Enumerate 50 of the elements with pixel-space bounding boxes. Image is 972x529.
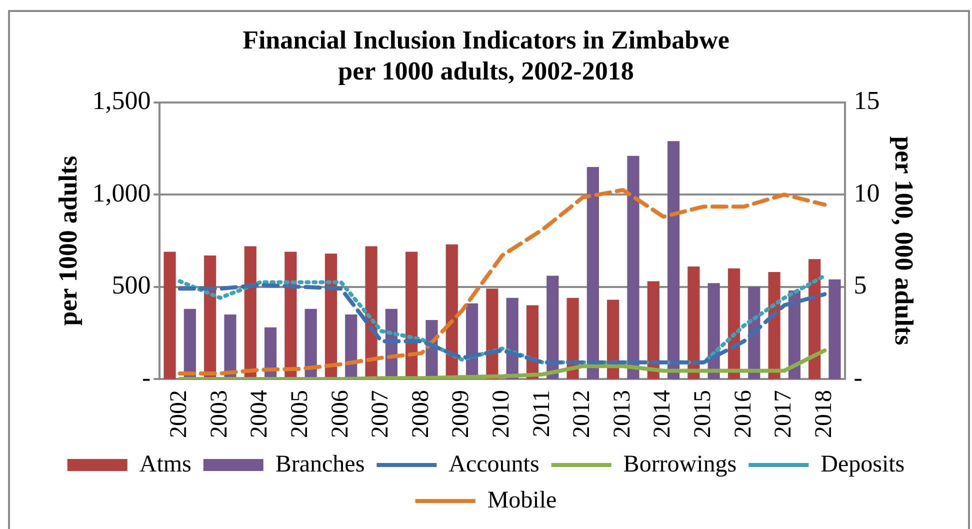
- bar: [304, 308, 317, 379]
- legend-label: Borrowings: [623, 451, 737, 478]
- y2-axis-title: per 100, 000 adults: [890, 136, 919, 346]
- x-tick-label: 2004: [246, 390, 273, 438]
- y2-tick-label: 5: [854, 270, 867, 300]
- y-tick-label: 1,000: [92, 178, 151, 208]
- x-tick-label: 2005: [287, 390, 314, 438]
- chart-title: Financial Inclusion Indicators in Zimbabwe per 1000 adults, 2002-2018: [242, 25, 730, 86]
- y2-tick-label: -: [854, 362, 862, 392]
- bar: [607, 300, 620, 379]
- legend-label: Mobile: [487, 487, 557, 514]
- x-tick-label: 2002: [166, 390, 192, 438]
- x-tick-label: 2013: [609, 390, 636, 438]
- x-tick-label: 2009: [448, 390, 474, 438]
- bar: [667, 141, 680, 379]
- y-tick-label: -: [142, 362, 151, 392]
- bar: [808, 259, 821, 379]
- x-tick-label: 2015: [690, 390, 716, 438]
- y-tick-label: 1,500: [92, 86, 151, 116]
- x-tick-label: 2008: [408, 390, 434, 438]
- bar: [828, 279, 841, 379]
- legend-label: Accounts: [448, 451, 540, 478]
- x-tick-label: 2003: [206, 390, 232, 438]
- x-tick-label: 2007: [368, 390, 394, 438]
- x-tick-label: 2017: [770, 390, 797, 438]
- y-axis-title: per 1000 adults: [53, 156, 82, 326]
- legend-label: Atms: [139, 451, 192, 478]
- bar: [546, 276, 559, 379]
- x-tick-label: 2010: [488, 390, 515, 438]
- x-tick-label: 2014: [650, 390, 676, 438]
- y2-tick-label: 15: [854, 86, 880, 116]
- x-tick-label: 2016: [730, 390, 756, 438]
- x-tick-label: 2006: [327, 390, 354, 438]
- y-tick-label: 500: [112, 270, 151, 300]
- legend-label: Branches: [275, 451, 365, 478]
- x-tick-label: 2018: [810, 390, 837, 438]
- bar: [345, 314, 358, 379]
- x-tick-label: 2011: [528, 390, 555, 438]
- x-tick-label: 2012: [569, 390, 596, 438]
- legend-label: Deposits: [820, 451, 905, 478]
- bar: [184, 308, 196, 379]
- bar: [688, 266, 700, 379]
- bar: [647, 281, 660, 379]
- bar: [224, 314, 236, 379]
- bar: [164, 252, 176, 379]
- bar: [244, 246, 256, 379]
- y2-tick-label: 10: [854, 178, 880, 208]
- line-series: [178, 188, 827, 376]
- bar: [586, 166, 599, 379]
- bar: [627, 156, 640, 379]
